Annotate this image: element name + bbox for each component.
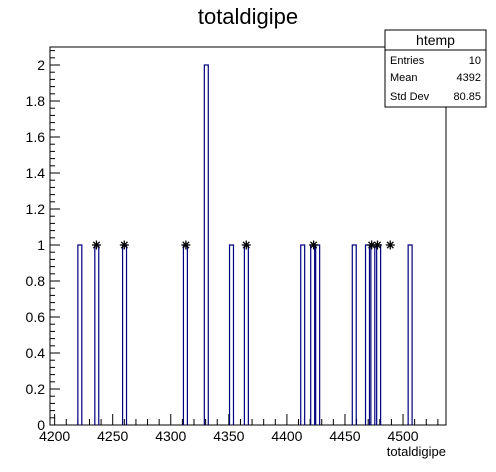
data-markers <box>91 240 395 250</box>
asterisk-marker <box>372 240 382 250</box>
stats-label-entries: Entries <box>390 55 425 67</box>
x-tick-label: 4500 <box>387 428 418 444</box>
histogram-bar <box>370 244 376 425</box>
y-tick-label: 1.8 <box>26 93 46 109</box>
y-tick-label: 0 <box>37 417 45 433</box>
asterisk-marker <box>241 240 251 250</box>
y-tick-label: 0.2 <box>26 381 46 397</box>
histogram-bar <box>94 244 100 425</box>
histogram-bar <box>351 244 357 425</box>
y-tick-label: 1.4 <box>26 165 46 181</box>
asterisk-marker <box>181 240 191 250</box>
y-tick-label: 1.2 <box>26 201 46 217</box>
y-tick-label: 1.6 <box>26 129 46 145</box>
asterisk-stroke <box>92 241 101 249</box>
y-tick-label: 0.8 <box>26 273 46 289</box>
stats-value-entries: 10 <box>469 55 481 67</box>
histogram-bar <box>121 244 128 425</box>
stats-box-frame <box>384 29 487 108</box>
asterisk-marker <box>119 240 129 250</box>
stats-label-stddev: Std Dev <box>390 91 430 103</box>
stats-box: htemp Entries 10 Mean 4392 Std Dev 80.85 <box>384 29 487 108</box>
x-tick-label: 4200 <box>39 428 70 444</box>
stats-value-stddev: 80.85 <box>453 91 481 103</box>
histogram-bar <box>310 244 316 425</box>
stats-label-mean: Mean <box>390 72 418 84</box>
histogram-bar <box>376 244 382 425</box>
histogram-bar <box>300 244 306 425</box>
histogram-bar <box>315 244 321 425</box>
histogram-bar <box>77 244 83 425</box>
asterisk-stroke <box>309 241 318 249</box>
x-tick-label: 4300 <box>155 428 186 444</box>
stats-box-title: htemp <box>416 32 455 48</box>
asterisk-stroke <box>386 241 394 249</box>
stats-value-mean: 4392 <box>457 72 481 84</box>
x-axis-label: totaldigipe <box>387 444 446 459</box>
x-tick-label: 4250 <box>97 428 128 444</box>
asterisk-marker <box>309 240 319 250</box>
asterisk-stroke <box>368 241 376 249</box>
histogram-bar <box>228 244 235 425</box>
histogram-bar <box>182 244 188 425</box>
asterisk-stroke <box>242 241 250 249</box>
asterisk-marker <box>385 240 395 250</box>
y-tick-label: 2 <box>37 57 45 73</box>
histogram-bar <box>407 244 413 425</box>
asterisk-stroke <box>120 241 128 249</box>
histogram-bar <box>203 64 209 425</box>
histogram-bar <box>364 244 371 425</box>
y-tick-label: 1 <box>37 237 45 253</box>
asterisk-stroke <box>373 241 382 249</box>
asterisk-marker <box>91 240 101 250</box>
y-tick-label: 0.6 <box>26 309 46 325</box>
histogram-bar <box>243 244 249 425</box>
axes: 0 0.2 0.4 0.6 0.8 1 1.2 1.4 1.6 1.8 2 4200 4250 4300 4… <box>26 46 447 444</box>
y-tick-label: 0.4 <box>26 345 46 361</box>
x-tick-label: 4450 <box>329 428 360 444</box>
chart-title: totaldigipe <box>198 4 298 29</box>
asterisk-marker <box>367 240 377 250</box>
x-tick-label: 4400 <box>271 428 302 444</box>
x-tick-label: 4350 <box>213 428 244 444</box>
asterisk-stroke <box>182 241 190 249</box>
